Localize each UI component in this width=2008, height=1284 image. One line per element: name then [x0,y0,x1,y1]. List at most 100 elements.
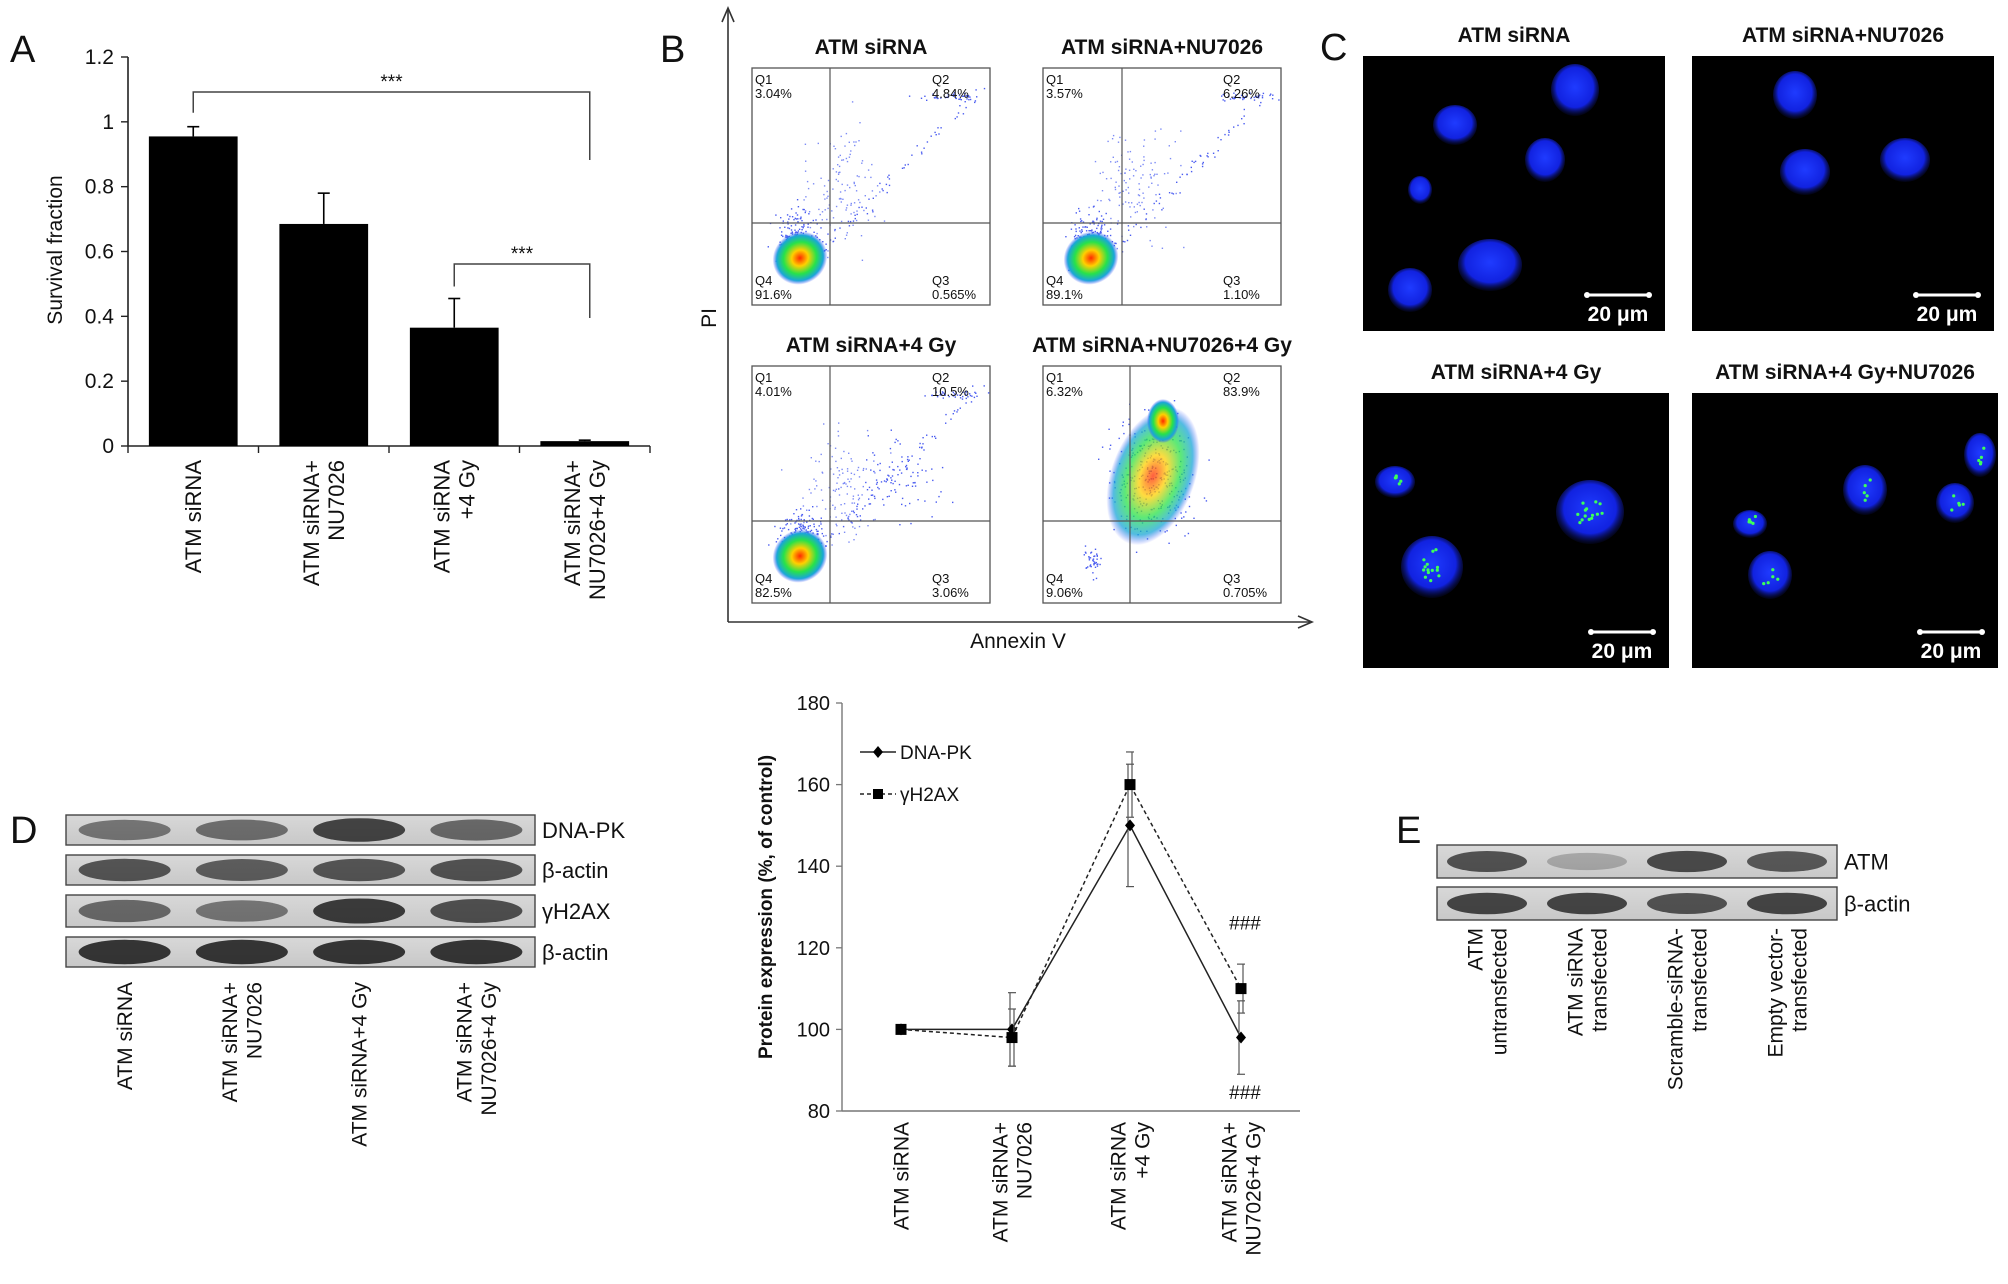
flow-event [1098,458,1100,460]
blot-lane-label-group: ATM siRNA+ NU7026 [219,982,266,1102]
flow-event [1122,421,1124,423]
flow-hotspot [772,231,828,285]
flow-event [1092,560,1095,562]
flow-event [827,443,829,445]
flow-event [959,407,961,409]
flow-event [1119,136,1121,139]
flow-event [840,135,842,138]
flow-event [798,517,800,520]
flow-event [934,131,936,134]
flow-event [1229,98,1232,100]
flow-event [869,503,872,505]
flow-event [837,180,839,182]
blot-lane-label-group: ATM siRNA transfected [1564,928,1611,1036]
flow-event [801,229,803,231]
flow-event [802,227,804,229]
flow-event [905,466,907,468]
flow-event [926,141,929,143]
flow-event [894,480,896,482]
line-point-diamond [1125,819,1135,832]
flow-event [912,482,914,484]
flow-event [797,515,800,518]
flow-event [803,208,805,211]
flow-event [1114,161,1117,163]
flow-event [1118,437,1120,440]
flow-event [837,173,840,175]
flow-event [962,391,964,393]
flow-event [969,393,971,395]
flow-event [824,198,826,200]
quadrant-name: Q2 [932,72,949,87]
foci [1590,513,1595,517]
flow-event [856,213,858,216]
flow-event [817,530,819,532]
flow-event [1183,516,1185,518]
flow-event [786,214,789,216]
flow-event [1128,229,1130,231]
flow-event [1261,97,1264,99]
flow-event [1090,551,1093,553]
flow-event [850,472,853,474]
quadrant-name: Q2 [1223,370,1240,385]
flow-event [1244,95,1247,98]
panel-a-x-label: NU7026+4 Gy [585,460,610,600]
flow-event [872,519,875,521]
flow-event [1102,171,1104,174]
flow-event [1140,165,1142,167]
flow-event [779,227,781,229]
flow-event [846,204,849,206]
flow-event [883,504,885,506]
flow-event [849,513,851,516]
panel-a-significance-bracket [192,91,591,160]
blot-lane-label-group: ATM untransfected [1464,928,1511,1055]
flow-event [1094,160,1097,163]
flow-event [1109,228,1112,230]
flow-event [844,189,846,192]
flow-event [831,210,833,212]
flow-event [1179,192,1181,194]
flow-event [838,470,840,472]
blot-label: β-actin [1844,892,1910,917]
flow-event [1089,230,1091,232]
flow-event [874,472,876,474]
flow-event [897,474,899,476]
flow-event [965,397,967,400]
flow-event [807,187,810,190]
flow-event [785,234,787,237]
flow-event [911,455,913,457]
quadrant-name: Q3 [1223,273,1240,288]
panel-a-x-label-group: ATM siRNA+ NU7026 [299,460,349,586]
flow-event [1238,96,1240,99]
flow-event [886,496,889,498]
flow-event [856,515,859,518]
flow-event [965,95,968,97]
flow-event [1253,96,1255,99]
flow-event [875,479,878,481]
flow-event [846,493,848,495]
scale-bar-end [1917,629,1923,635]
flow-event [1150,177,1152,179]
line-chart-x-label: ATM siRNA [1107,1122,1130,1230]
blot-band [78,819,171,841]
micrograph-title: ATM siRNA+4 Gy [1431,361,1602,384]
flow-event [816,485,818,487]
flow-event [1100,557,1102,560]
blot-band [1747,892,1827,915]
panel-a-bar [148,136,238,446]
quadrant-name: Q1 [755,72,772,87]
flow-event [824,209,826,211]
flow-event [858,140,860,142]
flow-event [823,193,825,196]
flow-event [841,468,843,471]
flow-event [1092,206,1095,208]
flow-event [935,134,937,136]
flow-plot-title: ATM siRNA+NU7026 [1061,36,1263,59]
flow-event [914,485,917,487]
nucleus [1964,433,1996,477]
flow-event [1184,535,1186,537]
flow-event [1128,169,1131,171]
flow-event [850,486,852,488]
flow-event [834,490,836,492]
flow-event [953,93,955,95]
